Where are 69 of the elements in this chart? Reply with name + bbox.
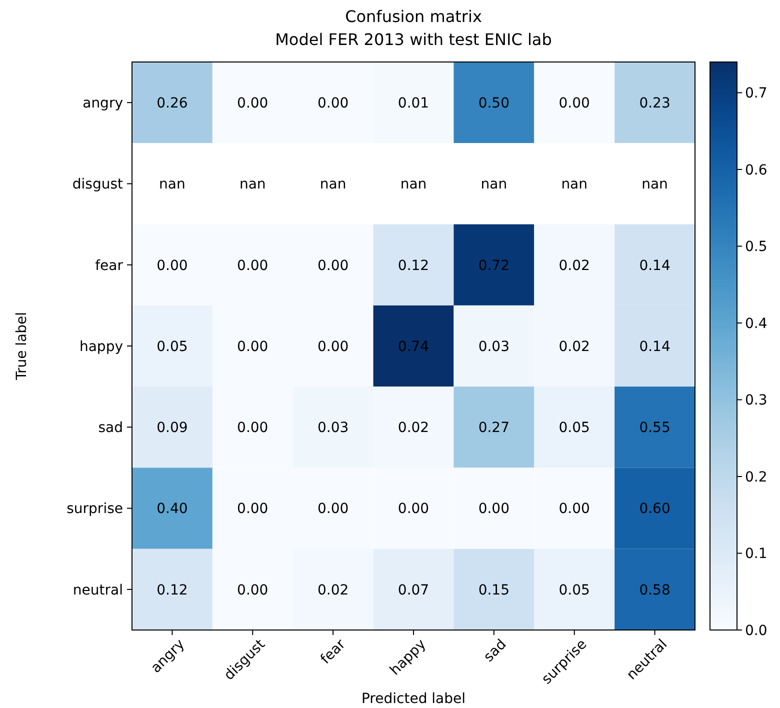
y-tick-label: happy: [79, 338, 123, 355]
data-label: 0.00: [237, 95, 268, 112]
y-tick-label: fear: [95, 258, 124, 274]
data-label: 0.09: [156, 420, 188, 436]
data-label: 0.26: [156, 95, 188, 112]
data-label: 0.00: [317, 95, 349, 112]
text: nan: [561, 176, 588, 193]
y-axis-title: True label: [14, 312, 30, 382]
chart-subtitle: Model FER 2013 with test ENIC lab: [275, 30, 552, 49]
data-label: 0.00: [156, 258, 188, 274]
data-label: 0.14: [639, 338, 670, 355]
text: nan: [239, 176, 266, 193]
data-label: 0.00: [317, 338, 349, 355]
text: nan: [400, 176, 427, 193]
data-label: 0.00: [558, 501, 590, 518]
data-label: 0.74: [398, 338, 430, 355]
data-label: 0.05: [156, 338, 188, 355]
y-tick-label: angry: [82, 95, 123, 112]
data-label: 0.00: [237, 582, 268, 598]
data-label: 0.00: [558, 95, 590, 112]
text: nan: [480, 176, 508, 193]
y-tick-label: disgust: [72, 176, 124, 193]
data-label: 0.00: [317, 501, 349, 518]
data-label: 0.50: [478, 95, 510, 112]
data-label: 0.00: [317, 258, 349, 274]
data-label: 0.58: [639, 582, 670, 598]
color-bar-label: 0.6: [745, 162, 768, 178]
color-bar-label: 0.0: [745, 622, 768, 639]
data-label: 0.27: [478, 420, 510, 436]
data-label: 0.72: [478, 258, 510, 274]
data-label: 0.05: [558, 420, 590, 436]
y-tick-label: neutral: [72, 582, 123, 598]
color-bar-label: 0.7: [745, 86, 768, 102]
data-label: 0.12: [156, 582, 188, 598]
data-label: 0.15: [478, 582, 510, 598]
data-label: 0.55: [639, 420, 670, 436]
data-label: 0.01: [398, 95, 430, 112]
color-bar-label: 0.2: [745, 469, 768, 486]
color-bar-label: 0.1: [745, 546, 768, 562]
x-tick-label: sad: [480, 636, 510, 666]
data-label: 0.02: [558, 258, 590, 274]
y-tick-label: surprise: [66, 501, 123, 518]
data-label: 0.02: [398, 420, 430, 436]
data-label: 0.40: [156, 501, 188, 518]
text: nan: [642, 176, 668, 193]
x-axis-title: Predicted label: [361, 691, 466, 707]
data-label: 0.23: [639, 95, 670, 112]
data-label: 0.05: [558, 582, 590, 598]
data-label: 0.00: [237, 258, 268, 274]
data-label: 0.00: [237, 501, 268, 518]
data-label: 0.02: [317, 582, 349, 598]
data-label: 0.07: [398, 582, 430, 598]
data-label: 0.00: [398, 501, 430, 518]
color-bar-label: 0.5: [745, 239, 768, 256]
color-bar-label: 0.3: [745, 392, 768, 409]
text: nan: [320, 176, 346, 193]
data-label: 0.60: [639, 501, 670, 518]
color-bar-label: 0.4: [745, 316, 768, 332]
data-label: 0.14: [639, 258, 670, 274]
text: nan: [159, 176, 186, 193]
data-label: 0.02: [558, 338, 590, 355]
data-label: 0.03: [317, 420, 349, 436]
data-label: 0.12: [398, 258, 430, 274]
y-tick-label: sad: [98, 420, 123, 436]
data-label: 0.03: [478, 338, 510, 355]
chart-title: Confusion matrix: [345, 7, 482, 26]
data-label: 0.00: [478, 501, 510, 518]
data-label: 0.00: [237, 420, 268, 436]
data-label: 0.00: [237, 338, 268, 355]
